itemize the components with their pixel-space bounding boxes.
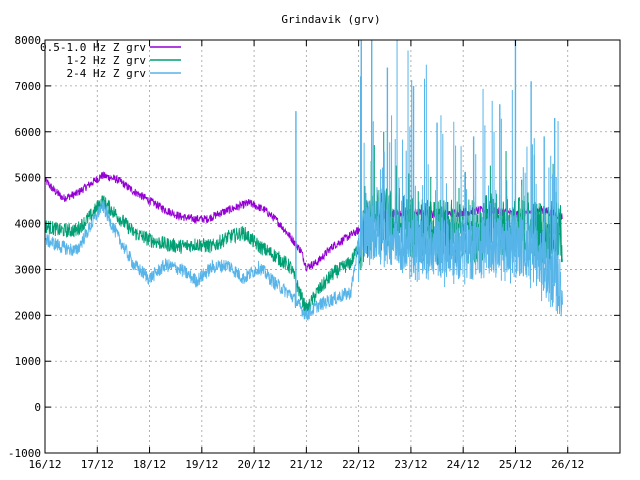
y-tick-label: 5000 [15, 172, 42, 185]
series-line-2 [44, 200, 563, 321]
legend-label-1: 1-2 Hz Z grv [67, 54, 147, 67]
axis-ticks: -1000 0 1000 2000 3000 4000 5000 6000 7000 8000 16… [8, 34, 620, 471]
x-tick-label: 19/12 [185, 458, 218, 471]
x-tick-label: 23/12 [394, 458, 427, 471]
chart-title: Grindavik (grv) [281, 13, 380, 26]
series-line-0 [44, 171, 563, 272]
y-tick-label: 3000 [15, 263, 42, 276]
x-tick-label: 21/12 [290, 458, 323, 471]
y-tick-label: 0 [34, 401, 41, 414]
series-line-1 [44, 188, 563, 318]
x-tick-label: 17/12 [81, 458, 114, 471]
y-tick-label: 1000 [15, 355, 42, 368]
series-0 [44, 171, 563, 272]
x-tick-label: 25/12 [499, 458, 532, 471]
axis-frame [44, 39, 621, 454]
legend-label-0: 0.5-1.0 Hz Z grv [40, 41, 146, 54]
y-tick-label: 2000 [15, 309, 42, 322]
y-tick-label: 7000 [15, 80, 42, 93]
plot-area [44, 40, 563, 321]
y-tick-label: 6000 [15, 126, 42, 139]
x-tick-label: 20/12 [238, 458, 271, 471]
x-tick-label: 22/12 [342, 458, 375, 471]
legend: 0.5-1.0 Hz Z grv 1-2 Hz Z grv 2-4 Hz Z g… [40, 41, 181, 80]
y-tick-label: 4000 [15, 218, 42, 231]
y-tick-label: -1000 [8, 447, 41, 460]
y-tick-label: 8000 [15, 34, 42, 47]
x-tick-label: 26/12 [551, 458, 584, 471]
series-2 [44, 40, 563, 321]
x-tick-label: 16/12 [28, 458, 61, 471]
x-tick-label: 18/12 [133, 458, 166, 471]
x-tick-label: 24/12 [447, 458, 480, 471]
legend-label-2: 2-4 Hz Z grv [67, 67, 147, 80]
